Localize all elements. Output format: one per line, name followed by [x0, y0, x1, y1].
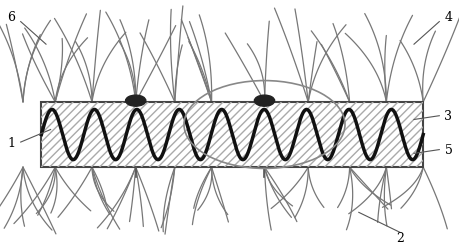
Circle shape [125, 96, 146, 107]
Text: 5: 5 [443, 144, 452, 156]
Bar [41, 102, 422, 168]
Text: 6: 6 [7, 11, 16, 24]
Text: 2: 2 [395, 231, 403, 244]
Text: 1: 1 [7, 136, 16, 149]
Circle shape [254, 96, 274, 107]
Text: 3: 3 [443, 110, 452, 123]
Bar [41, 102, 422, 168]
Text: 4: 4 [443, 11, 452, 24]
